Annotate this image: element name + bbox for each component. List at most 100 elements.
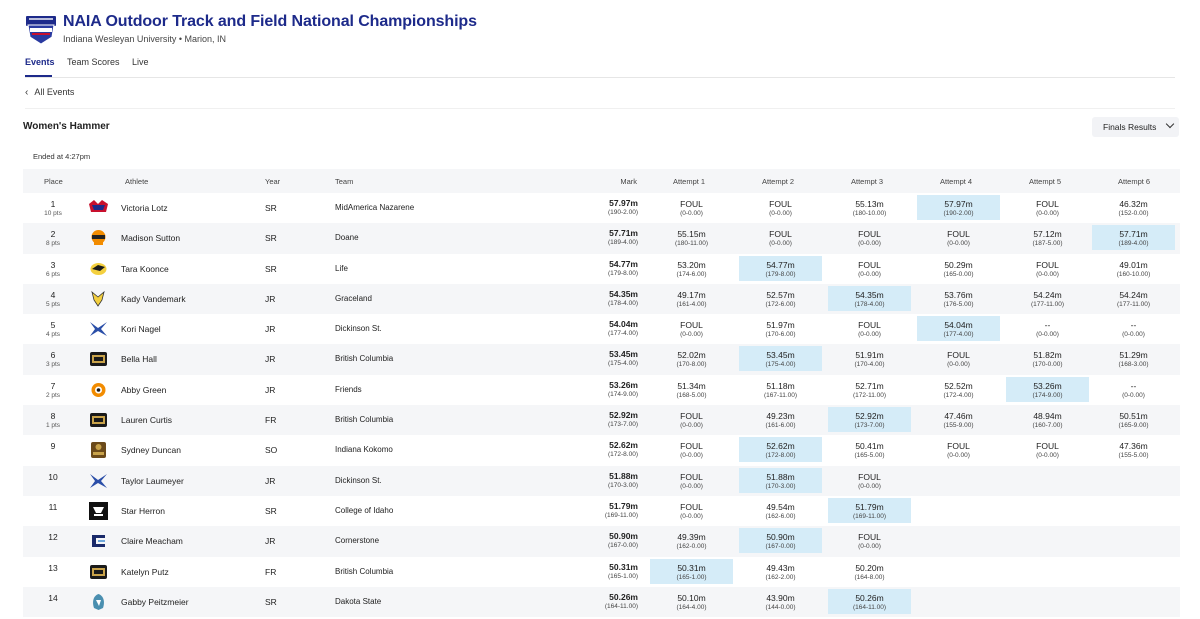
table-row[interactable]: 3 6 pts Tara Koonce SR Life 54.77m (179-8.0… bbox=[23, 254, 1180, 284]
results-view-select[interactable]: Finals Results bbox=[1092, 117, 1179, 137]
attempt-imperial: (0-0.00) bbox=[947, 361, 970, 369]
table-row[interactable]: 7 2 pts Abby Green JR Friends 53.26m (174-9… bbox=[23, 375, 1180, 405]
table-row[interactable]: 11 Star Herron SR College of Idaho 51.79m … bbox=[23, 496, 1180, 526]
attempt-imperial: (187-5.00) bbox=[1032, 240, 1063, 248]
place-cell: 9 bbox=[33, 441, 73, 452]
place-number: 4 bbox=[50, 289, 56, 300]
athlete-year: SR bbox=[265, 263, 277, 274]
tab-team-scores[interactable]: Team Scores bbox=[67, 57, 120, 67]
place-number: 2 bbox=[50, 229, 56, 240]
table-row[interactable]: 8 1 pts Lauren Curtis FR British Columbia 5… bbox=[23, 405, 1180, 436]
attempt-metric: 57.71m bbox=[1119, 229, 1148, 240]
place-cell: 2 8 pts bbox=[33, 229, 73, 247]
mark-cell: 53.26m (174-9.00) bbox=[608, 380, 638, 398]
athlete-year: JR bbox=[265, 324, 276, 335]
team-name[interactable]: Dickinson St. bbox=[335, 475, 382, 485]
attempt-metric: FOUL bbox=[947, 441, 970, 452]
tab-live[interactable]: Live bbox=[132, 57, 149, 67]
attempt-3-cell: FOUL (0-0.00) bbox=[828, 225, 911, 250]
team-name[interactable]: Indiana Kokomo bbox=[335, 445, 393, 455]
athlete-name[interactable]: Bella Hall bbox=[121, 354, 157, 365]
attempt-2-cell: 49.54m (162-6.00) bbox=[739, 498, 822, 523]
athlete-name[interactable]: Victoria Lotz bbox=[121, 203, 168, 213]
mark-cell: 57.97m (190-2.00) bbox=[608, 198, 638, 216]
team-name[interactable]: Friends bbox=[335, 384, 362, 394]
attempt-2-cell: 51.88m (170-3.00) bbox=[739, 467, 822, 493]
team-name[interactable]: Graceland bbox=[335, 293, 372, 303]
athlete-name[interactable]: Star Herron bbox=[121, 505, 165, 516]
attempt-4-cell: 50.29m (165-0.00) bbox=[917, 256, 1000, 281]
attempt-imperial: (0-0.00) bbox=[680, 210, 703, 217]
attempt-2-cell: 49.43m (162-2.00) bbox=[739, 559, 822, 584]
attempt-4-cell: FOUL (0-0.00) bbox=[917, 437, 1000, 462]
col-attempt-3: Attempt 3 bbox=[851, 177, 884, 186]
athlete-name[interactable]: Tara Koonce bbox=[121, 263, 169, 274]
athlete-name[interactable]: Kady Vandemark bbox=[121, 293, 186, 304]
attempt-metric: 52.62m bbox=[766, 441, 795, 452]
team-name[interactable]: College of Idaho bbox=[335, 505, 394, 515]
attempt-imperial: (0-0.00) bbox=[769, 210, 792, 217]
athlete-name[interactable]: Katelyn Putz bbox=[121, 566, 169, 577]
team-name[interactable]: Dickinson St. bbox=[335, 324, 382, 334]
attempt-imperial: (170-6.00) bbox=[765, 331, 796, 339]
table-row[interactable]: 9 Sydney Duncan SO Indiana Kokomo 52.62m (… bbox=[23, 435, 1180, 465]
attempt-metric: 46.32m bbox=[1119, 199, 1148, 209]
table-row[interactable]: 4 5 pts Kady Vandemark JR Graceland 54.35m … bbox=[23, 283, 1180, 315]
athlete-name[interactable]: Claire Meacham bbox=[121, 536, 183, 547]
table-row[interactable]: 5 4 pts Kori Nagel JR Dickinson St. 54.04m … bbox=[23, 314, 1180, 344]
athlete-name[interactable]: Abby Green bbox=[121, 384, 167, 395]
attempt-imperial: (179-8.00) bbox=[765, 270, 796, 278]
athlete-year: SR bbox=[265, 596, 277, 607]
team-name[interactable]: MidAmerica Nazarene bbox=[335, 203, 415, 212]
attempt-metric: 51.82m bbox=[1033, 350, 1062, 361]
attempt-4-cell: 52.52m (172-4.00) bbox=[917, 377, 1000, 402]
team-name[interactable]: Dakota State bbox=[335, 596, 382, 606]
table-row[interactable]: 6 3 pts Bella Hall JR British Columbia 53.4… bbox=[23, 344, 1180, 375]
athlete-name[interactable]: Sydney Duncan bbox=[121, 445, 182, 456]
team-name[interactable]: Cornerstone bbox=[335, 536, 380, 546]
table-row[interactable]: 10 Taylor Laumeyer JR Dickinson St. 51.88m… bbox=[23, 465, 1180, 496]
team-name[interactable]: British Columbia bbox=[335, 566, 394, 576]
table-row[interactable]: 1 10 pts Victoria Lotz SR MidAmerica Nazare… bbox=[23, 193, 1180, 223]
attempt-imperial: (0-0.00) bbox=[1122, 331, 1145, 339]
team-name[interactable]: British Columbia bbox=[335, 354, 394, 364]
attempt-imperial: (170-4.00) bbox=[854, 361, 885, 369]
athlete-name[interactable]: Lauren Curtis bbox=[121, 415, 173, 426]
table-row[interactable]: 13 Katelyn Putz FR British Columbia 50.31m… bbox=[23, 557, 1180, 587]
attempt-imperial: (170-3.00) bbox=[765, 482, 796, 490]
attempt-imperial: (165-0.00) bbox=[943, 270, 974, 278]
team-name[interactable]: Life bbox=[335, 263, 348, 273]
all-events-link[interactable]: ‹ All Events bbox=[25, 87, 74, 98]
mark-cell: 53.45m (175-4.00) bbox=[608, 349, 638, 367]
athlete-name[interactable]: Taylor Laumeyer bbox=[121, 475, 184, 486]
dickinson-logo-icon bbox=[88, 319, 109, 339]
attempt-imperial: (167-11.00) bbox=[763, 391, 798, 399]
table-row[interactable]: 2 8 pts Madison Sutton SR Doane 57.71m (189… bbox=[23, 223, 1180, 254]
attempt-4-cell: 57.97m (190-2.00) bbox=[917, 195, 1000, 220]
place-cell: 11 bbox=[33, 502, 73, 513]
attempt-2-cell: 49.23m (161-6.00) bbox=[739, 407, 822, 432]
attempt-imperial: (172-8.00) bbox=[765, 452, 796, 460]
team-name[interactable]: British Columbia bbox=[335, 415, 394, 425]
championship-logo-icon bbox=[26, 16, 56, 45]
athlete-name[interactable]: Kori Nagel bbox=[121, 324, 161, 335]
mark-imperial: (179-8.00) bbox=[608, 269, 638, 277]
attempt-1-cell: FOUL (0-0.00) bbox=[650, 407, 733, 432]
attempt-imperial: (161-6.00) bbox=[765, 422, 796, 430]
tab-events[interactable]: Events bbox=[25, 57, 55, 67]
attempt-imperial: (164-11.00) bbox=[852, 603, 887, 611]
attempt-metric: FOUL bbox=[858, 471, 881, 482]
mark-imperial: (164-11.00) bbox=[604, 602, 638, 610]
team-name[interactable]: Doane bbox=[335, 233, 359, 243]
mark-metric: 53.45m bbox=[609, 349, 638, 360]
place-points: 10 pts bbox=[44, 210, 62, 217]
attempt-imperial: (178-4.00) bbox=[854, 300, 885, 308]
athlete-name[interactable]: Madison Sutton bbox=[121, 233, 181, 244]
athlete-name[interactable]: Gabby Peitzmeier bbox=[121, 596, 189, 607]
attempt-imperial: (189-4.00) bbox=[1118, 240, 1149, 248]
attempt-5-cell: -- (0-0.00) bbox=[1006, 316, 1089, 341]
place-cell: 10 bbox=[33, 472, 73, 483]
attempt-metric: 47.46m bbox=[944, 411, 973, 422]
table-row[interactable]: 12 Claire Meacham JR Cornerstone 50.90m (1… bbox=[23, 526, 1180, 557]
table-row[interactable]: 14 Gabby Peitzmeier SR Dakota State 50.26m… bbox=[23, 586, 1180, 618]
